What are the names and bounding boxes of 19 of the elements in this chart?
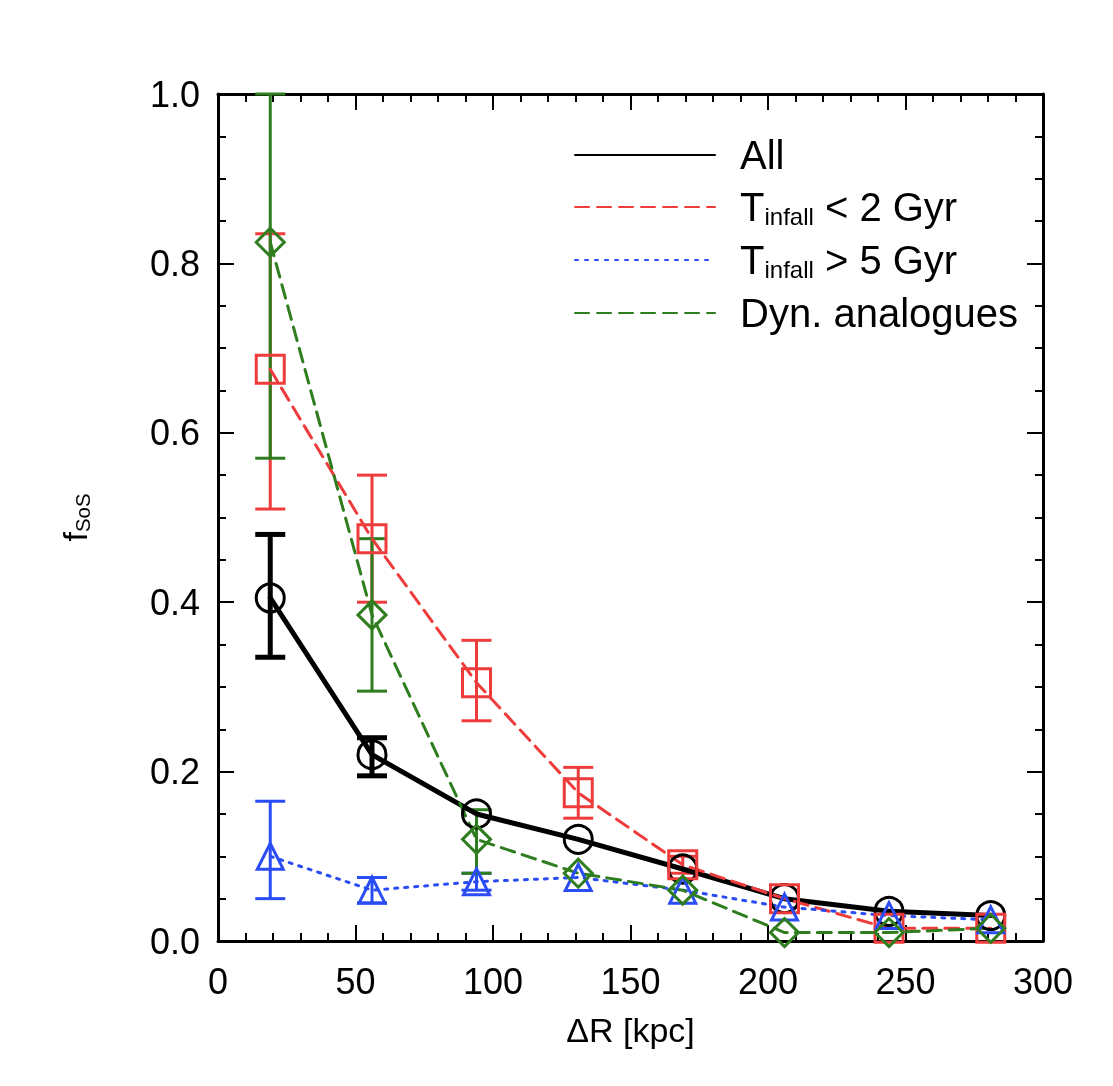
x-tick-label: 250 — [875, 960, 936, 1002]
y-axis-title: fSoS — [56, 493, 95, 542]
x-tick-label: 150 — [600, 960, 661, 1002]
y-tick-label: 0.0 — [149, 920, 200, 962]
legend-label: Tinfall > 5 Gyr — [740, 238, 958, 283]
legend-label: All — [740, 133, 785, 177]
legend-label: Tinfall < 2 Gyr — [740, 185, 958, 230]
y-tick-label: 0.8 — [149, 242, 200, 284]
x-tick-label: 100 — [462, 960, 524, 1002]
x-tick-label: 300 — [1012, 960, 1074, 1002]
x-tick-label: 0 — [207, 960, 229, 1002]
x-tick-label: 50 — [335, 960, 376, 1002]
y-tick-label: 0.6 — [149, 412, 200, 454]
x-tick-label: 200 — [737, 960, 799, 1002]
legend-label: Dyn. analogues — [740, 291, 1018, 335]
y-tick-label: 0.4 — [149, 581, 200, 623]
y-tick-label: 0.2 — [149, 751, 200, 793]
x-axis-title: ΔR [kpc] — [566, 1011, 695, 1049]
y-tick-label: 1.0 — [149, 73, 200, 115]
